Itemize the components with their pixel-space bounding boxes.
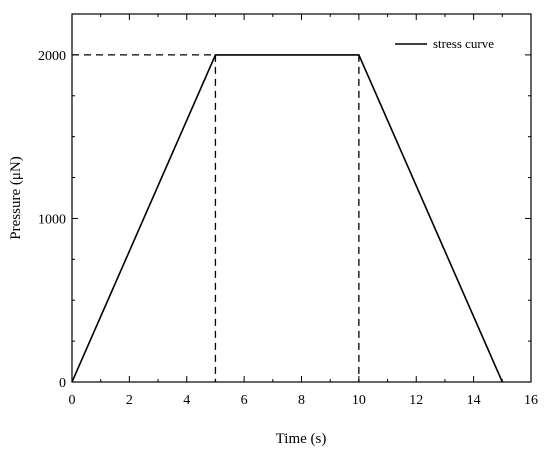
x-tick-label: 10 xyxy=(352,393,366,408)
x-tick-label: 12 xyxy=(409,393,423,408)
legend-label: stress curve xyxy=(433,36,494,51)
x-tick-label: 8 xyxy=(298,393,305,408)
y-tick-label: 1000 xyxy=(38,212,66,227)
x-tick-label: 4 xyxy=(183,393,190,408)
x-tick-label: 14 xyxy=(467,393,481,408)
x-tick-label: 6 xyxy=(241,393,248,408)
series-line xyxy=(71,54,504,383)
x-tick-label: 2 xyxy=(126,393,133,408)
x-tick-label: 16 xyxy=(524,393,538,408)
legend: stress curve xyxy=(395,36,494,51)
y-tick-label: 2000 xyxy=(38,49,66,64)
x-tick-label: 0 xyxy=(69,393,76,408)
x-axis-label: Time (s) xyxy=(276,431,327,447)
y-tick-label: 0 xyxy=(59,376,66,391)
plot-frame xyxy=(71,13,532,383)
y-axis-label: Pressure (μN) xyxy=(8,156,24,239)
marks-layer: 0 2 4 6 8 10 12 14 16 0 1000 2000 xyxy=(38,14,538,408)
